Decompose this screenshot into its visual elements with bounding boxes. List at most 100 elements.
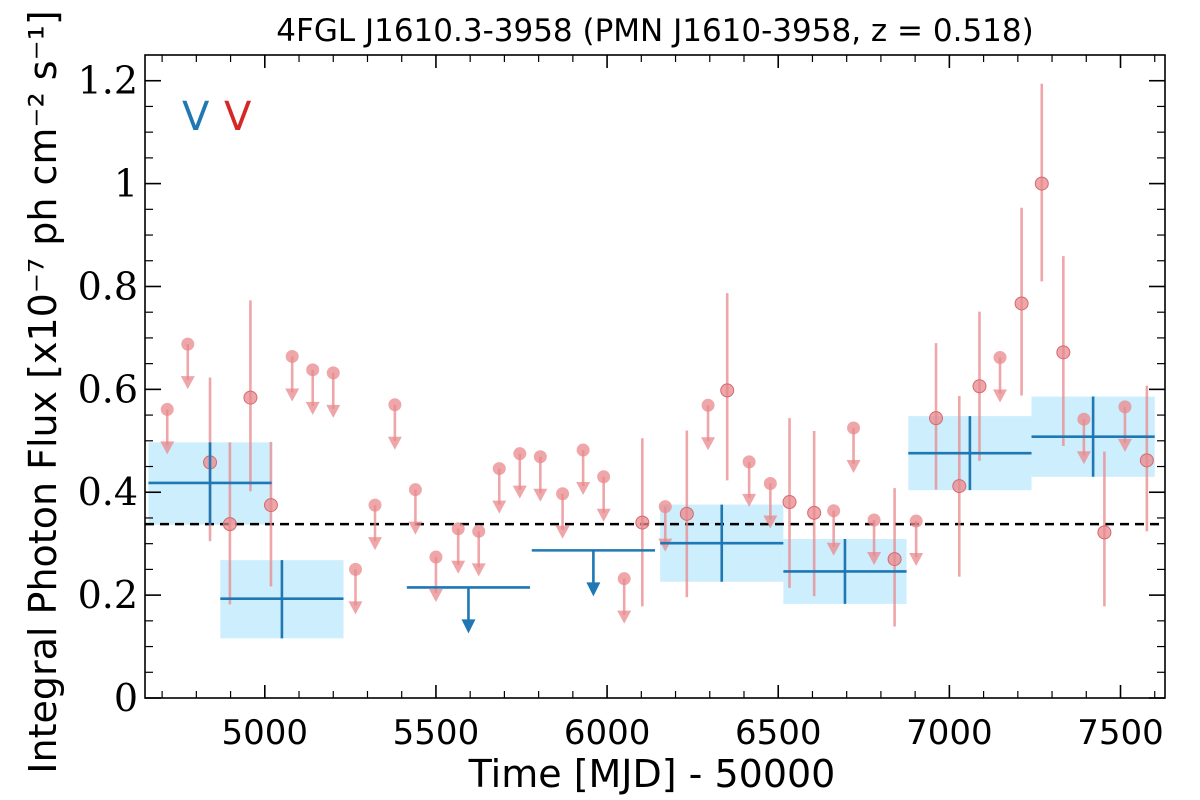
short-bin-upper-limit-arrow [180,376,195,390]
short-bin-upper-limit [617,572,631,586]
long-bin-series [148,396,1155,639]
short-bin-upper-limit [993,350,1007,364]
short-bin-upper-limit-arrow [492,500,507,514]
short-bin-point [635,515,650,530]
x-axis-label: Time [MJD] - 50000 [468,752,836,796]
short-bin-upper-limit-arrow [368,537,383,551]
short-bin-upper-limit [408,483,422,497]
plot-frame [144,54,1166,699]
short-bin-upper-limit-arrow [451,560,466,574]
short-bin-upper-limit-arrow [285,388,300,402]
short-bin-upper-limit [1077,412,1091,426]
x-tick-label: 5000 [222,713,309,753]
short-bin-upper-limit-arrow [160,441,175,455]
short-bin-upper-limit [472,524,486,538]
short-bin-upper-limit [867,513,881,527]
short-bin-point [972,379,987,394]
short-bin-upper-limit [658,500,672,514]
short-bin-upper-limit-arrow [701,437,716,451]
chart-title: 4FGL J1610.3-3958 (PMN J1610-3958, z = 0… [276,13,1033,49]
short-bin-upper-limit-arrow [617,610,632,624]
short-bin-upper-limit-arrow [387,436,402,450]
long-bin-bands [148,396,1155,639]
short-bin-upper-limit-arrow [596,508,611,522]
short-bin-point [782,495,797,510]
short-bin-upper-limit [388,398,402,412]
short-bin-upper-limit-arrow [763,515,778,529]
short-bin-upper-limit-arrow [867,552,882,566]
short-bin-point [1014,296,1029,311]
y-axis-label: Integral Photon Flux [x10⁻⁷ ph cm⁻² s⁻¹] [21,10,65,773]
y-tick-label: 0.8 [78,264,138,308]
short-bin-point [1139,453,1154,468]
short-bin-upper-limit-arrow [846,459,861,473]
short-bin-upper-limit-arrow [533,488,548,502]
short-bin-upper-limit [368,498,382,512]
short-bin-upper-limit [306,363,320,377]
short-bin-upper-limit-arrow [1076,451,1091,465]
short-bin-upper-limit [847,421,861,435]
y-tick-label: 0 [114,676,138,720]
short-bin-upper-limit-arrow [326,404,341,418]
short-bin-point [1056,345,1071,360]
short-bin-upper-limit [827,504,841,518]
short-bin-point [807,505,822,520]
short-bin-upper-limit-arrow [555,525,570,539]
short-bin-upper-limit [909,514,923,528]
short-bin-point [222,517,237,532]
short-bin-upper-limit-arrow [428,589,443,603]
short-bin-upper-limit [285,349,299,363]
short-bin-upper-limit [533,450,547,464]
x-tick-label: 7500 [1077,713,1164,753]
x-tick-label: 6500 [735,713,822,753]
long-bin-upper-limit-arrow [461,619,476,634]
short-bin-upper-limit [349,562,363,576]
x-tick-label: 6000 [564,713,651,753]
long-bin-upper-limit-arrow [586,582,601,597]
short-bin-upper-limit-arrow [408,521,423,535]
short-bin-point [887,552,902,567]
y-tick-labels: 0 0.2 0.4 0.6 0.8 1 1.2 [78,59,138,720]
short-bin-point [952,479,967,494]
short-bin-upper-limit-arrow [305,401,320,415]
red-marker-label: V [224,94,252,140]
y-tick-label: 0.2 [78,573,138,617]
short-bin-upper-limit [492,462,506,476]
short-bin-upper-limit [576,443,590,457]
short-bin-upper-limit [160,402,174,416]
blue-marker-label: V [182,94,210,140]
short-bin-upper-limit-arrow [909,553,924,567]
short-bin-upper-limit [451,522,465,536]
short-bin-point [679,506,694,521]
short-bin-upper-limit-arrow [826,542,841,556]
short-bin-upper-limit [742,455,756,469]
y-tick-label: 0.4 [78,470,138,514]
short-bin-point [1097,525,1112,540]
short-bin-point [1034,176,1049,191]
y-tick-label: 0.6 [78,367,138,411]
short-bin-upper-limit-arrow [742,493,757,507]
short-bin-upper-limit-arrow [471,563,486,577]
short-bin-upper-limit-arrow [348,601,363,615]
x-tick-label: 7000 [906,713,993,753]
short-bin-upper-limit-arrow [993,389,1008,403]
short-bin-upper-limit [763,476,777,490]
x-tick-labels: 5000 5500 6000 6500 7000 7500 [222,713,1164,753]
short-bin-upper-limit [701,398,715,412]
short-bin-upper-limit [597,470,611,484]
short-bin-upper-limit [513,447,527,461]
x-tick-label: 5500 [393,713,480,753]
y-tick-label: 1 [114,162,138,206]
short-bin-upper-limit-arrow [1117,438,1132,452]
short-bin-upper-limit-arrow [576,482,591,496]
short-bin-point [929,411,944,426]
short-bin-upper-limit [429,550,443,564]
short-bin-upper-limit [1118,400,1132,414]
short-bin-series [160,83,1154,627]
short-bin-upper-limit [181,337,195,351]
y-tick-label: 1.2 [78,59,138,103]
short-bin-upper-limit-arrow [512,485,527,499]
short-bin-upper-limit [556,487,570,501]
short-bin-point [720,383,735,398]
